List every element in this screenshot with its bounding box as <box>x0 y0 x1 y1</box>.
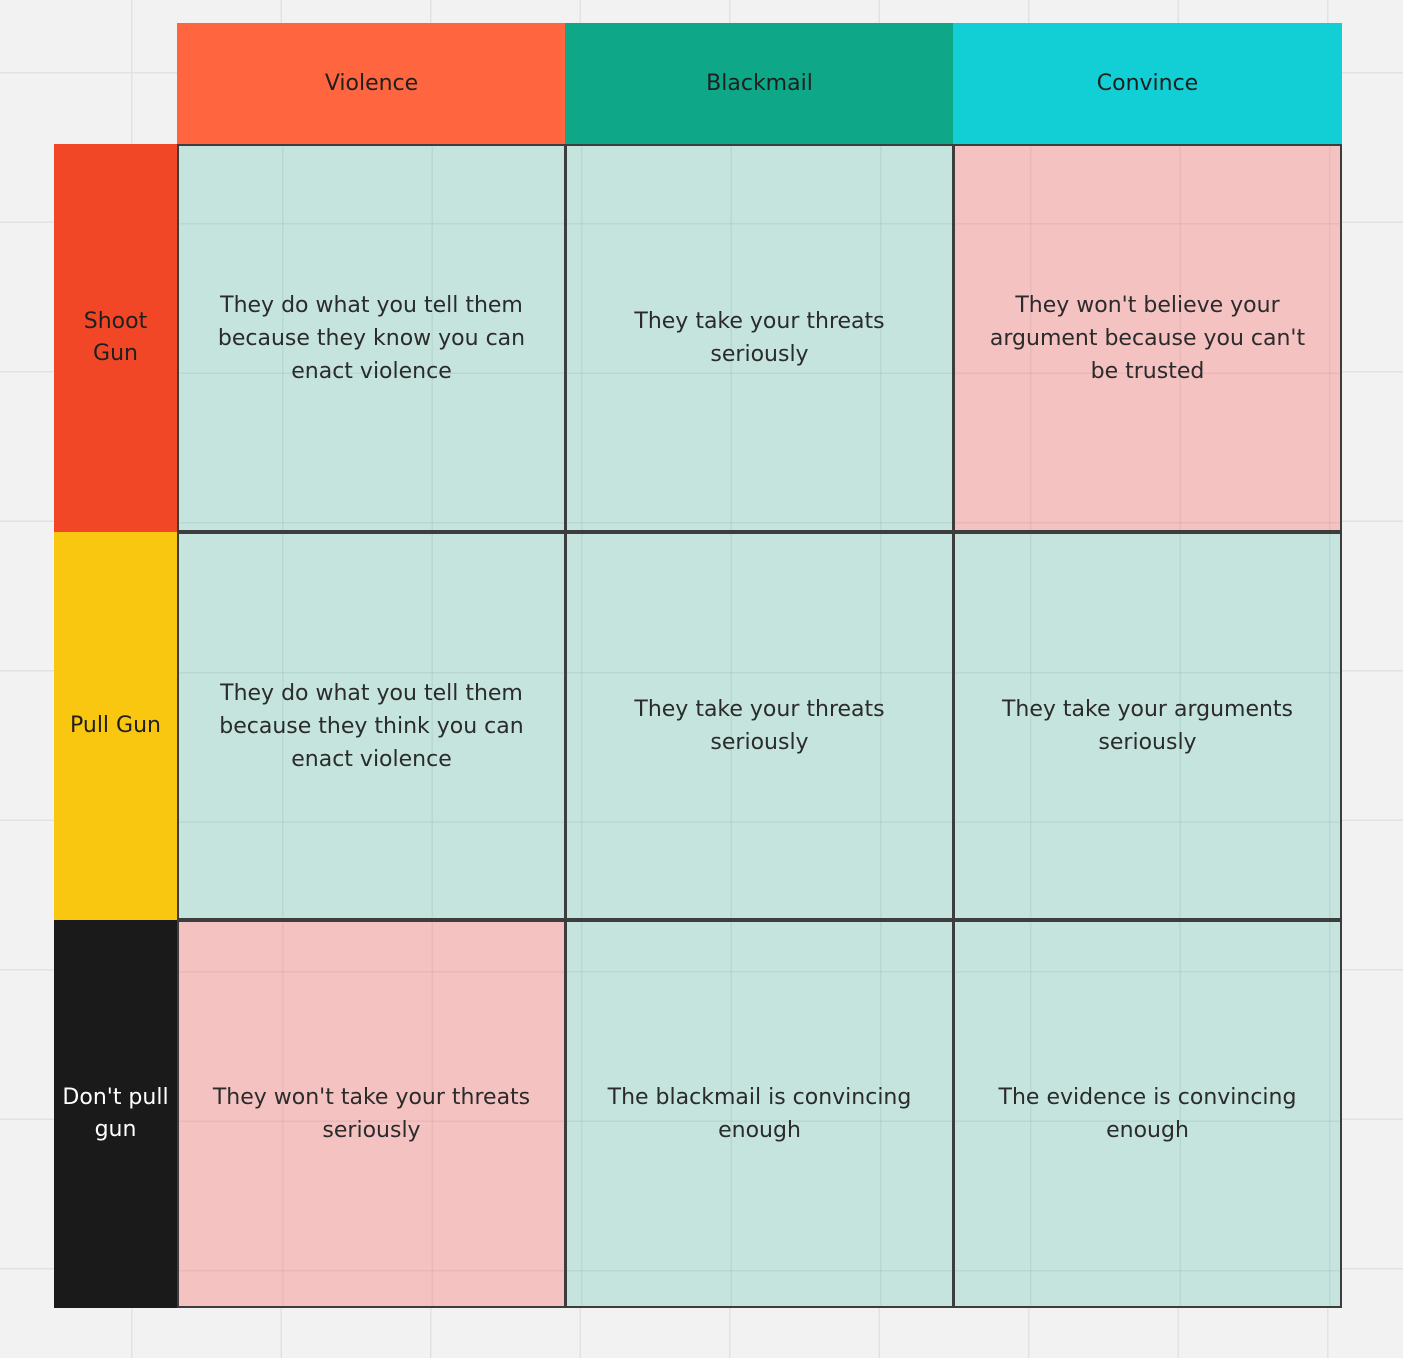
cell-text: They do what you tell them because they … <box>217 292 526 384</box>
cell-shoot-gun-violence[interactable]: They do what you tell them because they … <box>177 144 566 532</box>
cell-pull-gun-violence[interactable]: They do what you tell them because they … <box>177 532 566 920</box>
cell-dont-pull-gun-convince[interactable]: The evidence is convincing enough <box>953 920 1342 1308</box>
cell-dont-pull-gun-violence[interactable]: They won't take your threats seriously <box>177 920 566 1308</box>
column-header-blackmail[interactable]: Blackmail <box>565 23 954 144</box>
row-header-shoot-gun[interactable]: Shoot Gun <box>54 144 177 532</box>
cell-text: They won't take your threats seriously <box>212 1085 531 1143</box>
column-header-label: Violence <box>324 71 419 96</box>
row-header-dont-pull-gun[interactable]: Don't pull gun <box>54 920 177 1308</box>
column-header-label: Convince <box>1096 71 1199 96</box>
cell-shoot-gun-blackmail[interactable]: They take your threats seriously <box>565 144 954 532</box>
row-header-pull-gun[interactable]: Pull Gun <box>54 532 177 920</box>
cell-text: They do what you tell them because they … <box>219 680 524 772</box>
row-header-label: Pull Gun <box>70 713 161 738</box>
cell-pull-gun-blackmail[interactable]: They take your threats seriously <box>565 532 954 920</box>
cell-shoot-gun-convince[interactable]: They won't believe your argument because… <box>953 144 1342 532</box>
cell-text: They take your threats seriously <box>634 309 885 367</box>
cell-dont-pull-gun-blackmail[interactable]: The blackmail is convincing enough <box>565 920 954 1308</box>
column-header-violence[interactable]: Violence <box>177 23 566 144</box>
column-header-convince[interactable]: Convince <box>953 23 1342 144</box>
cell-text: They won't believe your argument because… <box>989 292 1306 384</box>
row-header-label: Don't pull gun <box>62 1085 169 1142</box>
cell-pull-gun-convince[interactable]: They take your arguments seriously <box>953 532 1342 920</box>
cell-text: They take your arguments seriously <box>1001 697 1294 755</box>
cell-text: The evidence is convincing enough <box>998 1085 1297 1143</box>
cell-text: The blackmail is convincing enough <box>607 1085 912 1143</box>
row-header-label: Shoot Gun <box>83 309 148 366</box>
column-header-label: Blackmail <box>706 71 813 96</box>
cell-text: They take your threats seriously <box>634 697 885 755</box>
